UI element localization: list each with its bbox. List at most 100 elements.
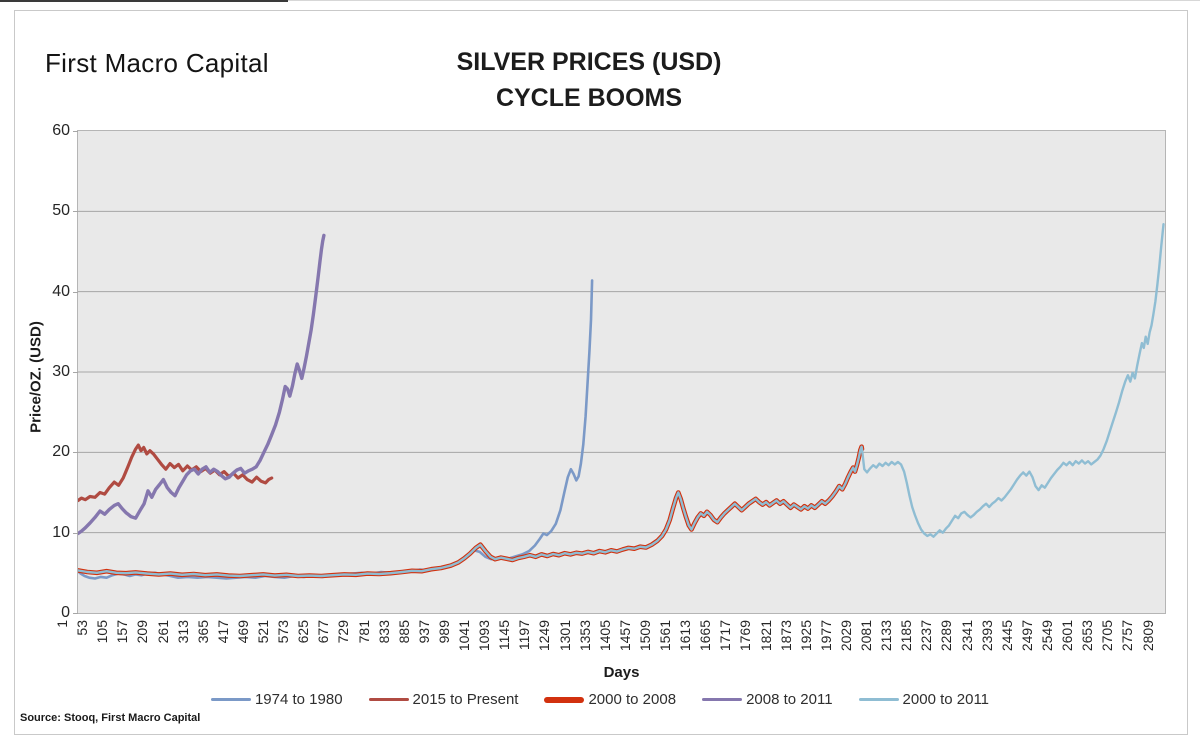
x-tick-label-833: 833 [375,620,392,644]
y-tick-mark-10 [73,532,78,534]
x-tick-label-1041: 1041 [456,620,473,652]
legend-swatch-icon [210,698,251,701]
x-tick-label-417: 417 [214,620,231,644]
x-tick-label-365: 365 [194,620,211,644]
x-tick-label-261: 261 [154,620,171,644]
x-tick-label-2341: 2341 [958,620,975,652]
legend-label: 2008 to 2011 [746,691,833,708]
y-tick-label-0: 0 [61,604,70,621]
x-tick-label-2029: 2029 [837,620,854,652]
plot-svg [78,210,1165,580]
chart-title: SILVER PRICES (USD) CYCLE BOOMS [289,44,889,116]
x-tick-label-2705: 2705 [1099,620,1116,652]
x-tick-label-1145: 1145 [496,620,513,651]
x-tick-label-2081: 2081 [858,620,875,652]
x-tick-label-2237: 2237 [918,620,935,652]
x-tick-label-1353: 1353 [576,620,593,652]
chart-title-line2: CYCLE BOOMS [495,84,683,112]
x-tick-label-677: 677 [315,620,332,644]
legend-item-1974-to-1980: 1974 to 1980 [210,691,343,708]
x-tick-label-989: 989 [435,620,452,644]
x-tick-label-1769: 1769 [737,620,754,652]
legend-label: 1974 to 1980 [254,691,343,708]
legend-swatch-icon [544,696,585,703]
y-tick-mark-30 [73,372,78,373]
x-tick-label-1821: 1821 [757,620,774,652]
plot-area [77,130,1166,614]
y-tick-mark-40 [73,291,78,293]
x-tick-label-157: 157 [114,620,131,644]
x-tick-label-521: 521 [255,620,272,644]
x-tick-label-1561: 1561 [657,620,674,652]
x-tick-label-781: 781 [355,620,372,644]
x-tick-label-1873: 1873 [777,620,794,652]
series-line-2015-to-present [78,443,274,503]
x-tick-label-2757: 2757 [1119,620,1136,652]
legend-label: 2000 to 2011 [902,691,990,708]
y-tick-mark-50 [73,211,78,213]
y-tick-mark-60 [73,131,78,132]
x-tick-label-1197: 1197 [516,620,533,651]
top-edge-line [0,0,1200,1]
x-tick-label-1: 1 [54,620,70,628]
legend-swatch-icon [858,698,899,701]
x-tick-label-1665: 1665 [697,620,714,652]
legend-label: 2015 to Present [412,691,519,708]
legend-label: 2000 to 2008 [588,691,677,708]
legend-item-2000-to-2011: 2000 to 2011 [858,691,990,708]
x-tick-label-729: 729 [335,620,352,644]
y-tick-label-50: 50 [52,202,70,220]
y-tick-label-10: 10 [52,523,70,541]
x-tick-label-885: 885 [395,620,412,644]
x-tick-label-2289: 2289 [938,620,955,652]
y-tick-mark-20 [73,452,78,454]
x-tick-label-1613: 1613 [677,620,694,652]
legend-swatch-icon [702,698,743,701]
legend: 1974 to 1980 2015 to Present 2000 to 2008 2… [0,691,1200,708]
y-tick-label-30: 30 [52,363,70,380]
chart-title-line1: SILVER PRICES (USD) [456,48,722,76]
x-tick-label-1093: 1093 [476,620,493,652]
y-tick-label-60: 60 [52,122,70,139]
x-tick-label-1509: 1509 [636,620,653,652]
x-tick-label-2133: 2133 [878,620,895,652]
legend-swatch-icon [368,698,409,701]
x-tick-label-2809: 2809 [1139,620,1156,652]
x-tick-label-1977: 1977 [817,620,834,652]
x-tick-label-1405: 1405 [596,620,613,652]
x-tick-label-937: 937 [415,620,432,644]
x-tick-label-625: 625 [295,620,312,644]
x-tick-label-1925: 1925 [797,620,814,652]
x-tick-label-469: 469 [234,620,251,644]
y-tick-label-20: 20 [52,443,70,461]
x-tick-label-2653: 2653 [1079,620,1096,652]
legend-item-2000-to-2008: 2000 to 2008 [544,691,676,708]
x-tick-label-2445: 2445 [998,620,1015,652]
source-note: Source: Stooq, First Macro Capital [20,712,201,724]
series-line-1974-to-1980 [78,279,594,580]
y-tick-label-40: 40 [52,282,70,300]
x-tick-label-2185: 2185 [898,620,915,652]
x-tick-label-1249: 1249 [536,620,553,652]
x-tick-label-209: 209 [134,620,151,644]
legend-item-2008-to-2011: 2008 to 2011 [702,691,833,708]
x-tick-label-313: 313 [174,620,191,644]
top-edge-dark-segment [0,0,288,2]
legend-item-2015-to-present: 2015 to Present [368,691,519,708]
brand-logo: First Macro Capital [45,48,269,78]
x-tick-label-2497: 2497 [1018,620,1035,652]
x-tick-label-2393: 2393 [978,620,995,652]
x-tick-label-1717: 1717 [717,620,734,652]
y-tick-mark-0 [73,613,78,614]
x-tick-label-2601: 2601 [1059,620,1076,652]
x-tick-label-53: 53 [74,620,91,636]
x-axis-title: Days [603,664,640,681]
x-tick-label-1301: 1301 [556,620,573,652]
series-line-2008-to-2011 [78,233,326,536]
x-tick-label-573: 573 [275,620,292,644]
series-line-2000-to-2011 [78,222,1165,578]
x-tick-label-105: 105 [94,620,111,644]
x-tick-label-1457: 1457 [616,620,633,652]
x-tick-label-2549: 2549 [1038,620,1055,652]
